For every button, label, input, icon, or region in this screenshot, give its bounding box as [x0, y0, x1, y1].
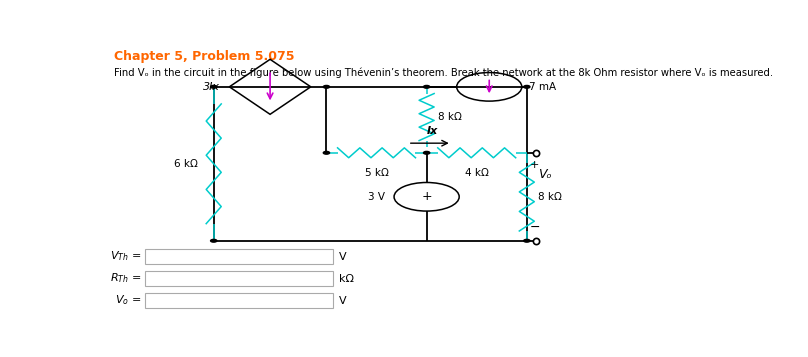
Text: V: V [339, 252, 347, 262]
Text: 4 kΩ: 4 kΩ [465, 168, 489, 178]
Circle shape [211, 240, 217, 242]
Text: 6 kΩ: 6 kΩ [175, 159, 198, 169]
Text: +: + [530, 160, 539, 170]
Text: Find Vₒ in the circuit in the figure below using Thévenin’s theorem. Break the n: Find Vₒ in the circuit in the figure bel… [113, 67, 772, 78]
Circle shape [524, 240, 530, 242]
Circle shape [211, 85, 217, 88]
Text: V: V [339, 296, 347, 306]
Circle shape [323, 85, 330, 88]
Circle shape [323, 151, 330, 154]
Text: Chapter 5, Problem 5.075: Chapter 5, Problem 5.075 [113, 50, 294, 63]
Text: 5 kΩ: 5 kΩ [364, 168, 389, 178]
Text: 8 kΩ: 8 kΩ [538, 192, 562, 202]
Text: Ix: Ix [427, 126, 439, 136]
Text: $V_o$ =: $V_o$ = [116, 294, 141, 307]
FancyBboxPatch shape [145, 249, 333, 264]
FancyBboxPatch shape [145, 271, 333, 286]
Circle shape [423, 85, 430, 88]
Text: 8 kΩ: 8 kΩ [438, 112, 461, 122]
Text: $V_{Th}$ =: $V_{Th}$ = [111, 250, 141, 263]
Text: +: + [421, 190, 432, 203]
Text: Vₒ: Vₒ [538, 168, 552, 181]
Circle shape [524, 85, 530, 88]
FancyBboxPatch shape [145, 293, 333, 308]
Text: 3Ix: 3Ix [203, 82, 220, 92]
Text: kΩ: kΩ [339, 273, 354, 283]
Text: 3 V: 3 V [368, 192, 385, 202]
Text: −: − [530, 221, 541, 234]
Circle shape [423, 151, 430, 154]
Text: 7 mA: 7 mA [529, 82, 557, 92]
Text: $R_{Th}$ =: $R_{Th}$ = [111, 272, 141, 286]
